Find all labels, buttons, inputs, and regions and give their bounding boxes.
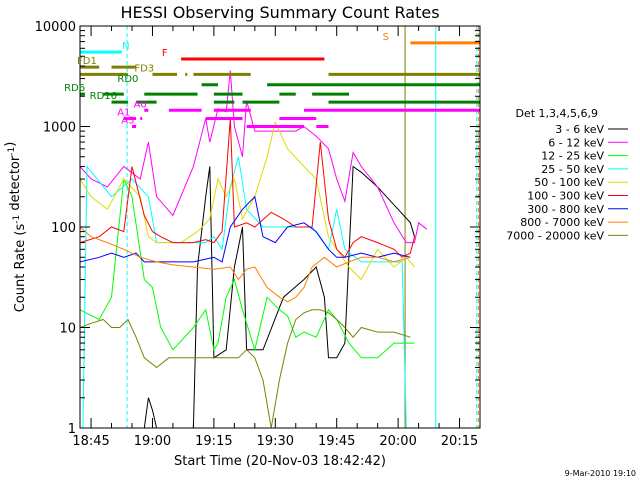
flag-label-rd0: RD0 [117,74,138,85]
legend-label-5: 50 - 100 keV [534,176,604,189]
series-line-5 [80,120,415,281]
series-line-9 [80,309,411,428]
flag-label-a0: A0 [134,99,147,110]
legend-label-8: 800 - 7000 keV [520,216,604,229]
flag-label-fd3: FD3 [134,63,154,74]
y-tick-label: 10 [59,322,76,337]
x-tick-label: 20:00 [379,434,416,449]
flag-label-f: F [162,48,168,59]
flag-label-rd6: RD6 [64,83,85,94]
series-line-4 [80,156,411,428]
flag-label-a3: A3 [121,116,134,127]
legend-label-2: 6 - 12 keV [548,136,604,149]
y-tick-label: 10000 [35,20,76,35]
flag-label-fd1: FD1 [77,56,97,67]
x-tick-label: 18:45 [72,434,109,449]
y-tick-label: 1000 [43,121,76,136]
flag-label-rd16: RD16 [90,91,117,102]
legend-label-7: 300 - 800 keV [527,203,604,216]
x-tick-label: 20:15 [441,434,478,449]
x-tick-label: 19:15 [195,434,232,449]
y-axis-label: Count Rate (s-1 detector-1) [3,142,28,313]
footer-date: 9-Mar-2010 19:10 [565,469,636,478]
chart-title: HESSI Observing Summary Count Rates [120,3,439,22]
legend-label-9: 7000 - 20000 keV [506,229,604,242]
x-tick-label: 19:30 [257,434,294,449]
series-line-7 [80,195,411,263]
flag-label-a1: A1 [117,108,130,119]
y-tick-label: 100 [51,221,76,236]
flag-label-n: N [122,41,129,52]
series-line-6 [80,118,415,259]
series-line-8 [80,226,411,303]
legend-label-3: 12 - 25 keV [541,150,604,163]
legend-title: Det 1,3,4,5,6,9 [515,107,598,120]
x-axis-label: Start Time (20-Nov-03 18:42:42) [174,454,386,469]
y-tick-label: 1 [68,422,76,437]
x-tick-label: 19:00 [134,434,171,449]
series-line-3 [80,177,415,359]
legend-label-6: 100 - 300 keV [527,190,604,203]
x-tick-label: 19:45 [318,434,355,449]
legend-label-4: 25 - 50 keV [541,163,604,176]
legend-label-1: 3 - 6 keV [555,123,604,136]
flag-label-s: S [383,32,389,43]
